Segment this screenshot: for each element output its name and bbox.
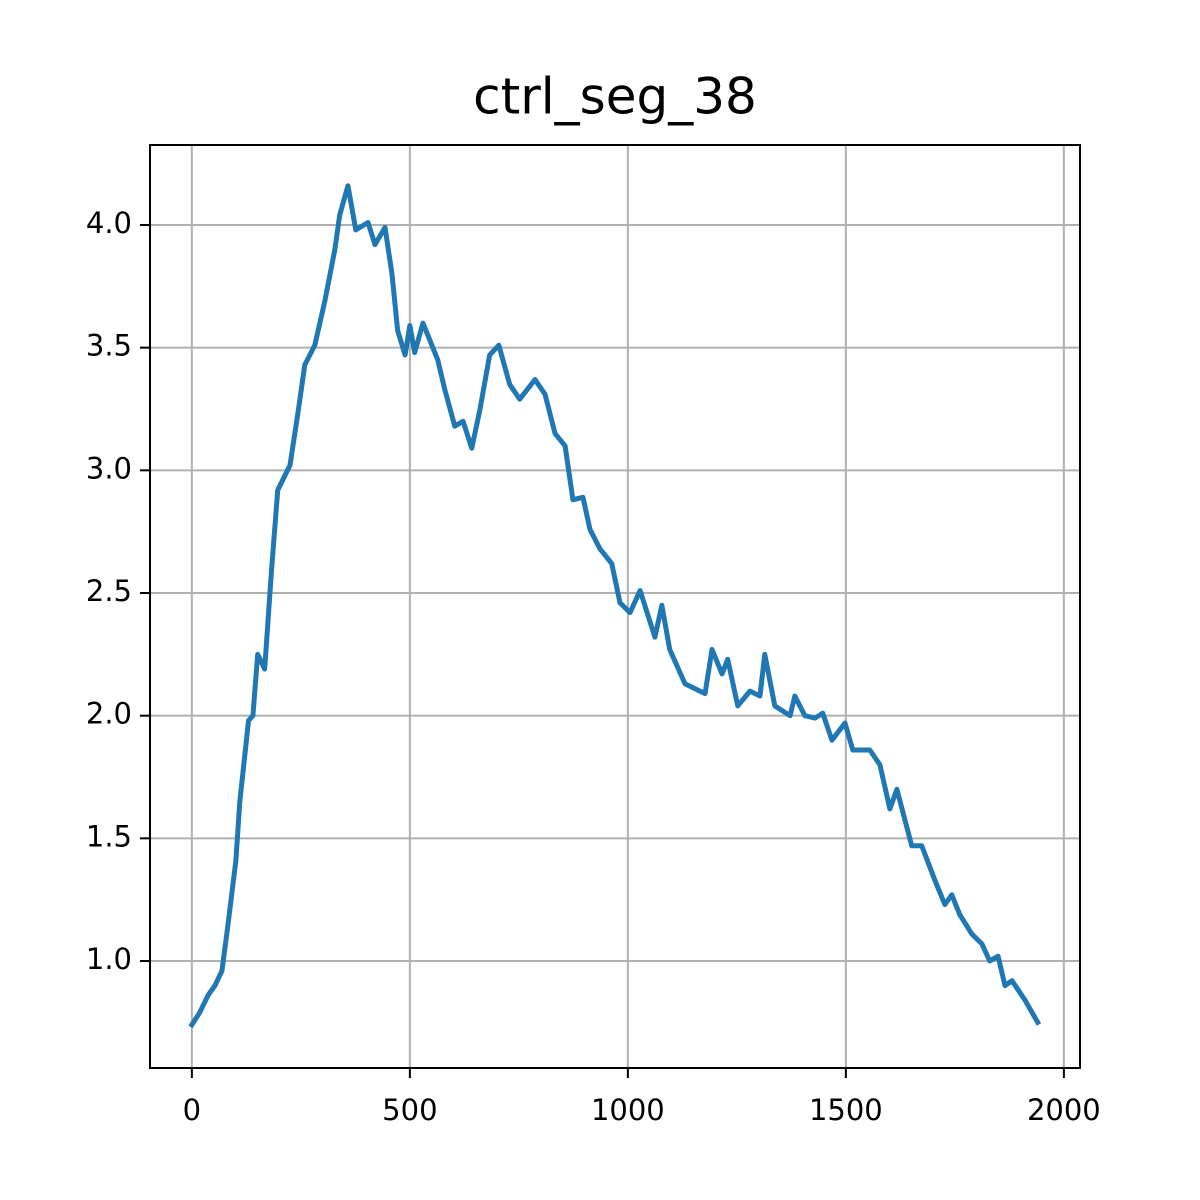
y-tick-label: 1.5 xyxy=(86,819,132,853)
data-line xyxy=(188,183,1042,1029)
chart-title: ctrl_seg_38 xyxy=(473,68,757,126)
y-tick-label: 1.0 xyxy=(86,942,132,976)
x-tick-label: 500 xyxy=(382,1093,437,1127)
y-tick-label: 2.5 xyxy=(86,574,132,608)
y-tick-label: 2.0 xyxy=(86,697,132,731)
plot-frame xyxy=(149,144,1081,1069)
x-tick-label: 1500 xyxy=(809,1093,883,1127)
x-tick-label: 0 xyxy=(183,1093,201,1127)
x-tick-label: 1000 xyxy=(591,1093,665,1127)
y-tick-label: 3.0 xyxy=(86,451,132,485)
y-tick-label: 3.5 xyxy=(86,329,132,363)
x-tick-label: 2000 xyxy=(1027,1093,1101,1127)
y-tick-label: 4.0 xyxy=(86,206,132,240)
